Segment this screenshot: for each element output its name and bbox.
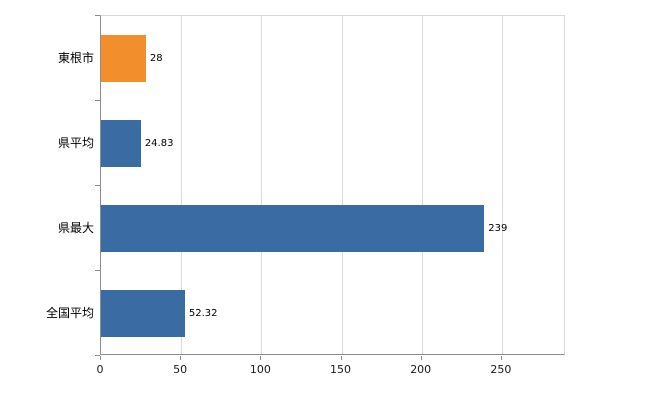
y-axis-tick <box>95 185 100 186</box>
x-axis-tick <box>340 356 342 360</box>
gridline <box>501 16 503 354</box>
bar-value-label: 28 <box>149 52 163 64</box>
x-axis-tick-label: 250 <box>490 363 512 376</box>
x-axis-tick <box>260 356 262 360</box>
x-axis-tick <box>180 356 182 360</box>
x-axis-tick-label: 100 <box>249 363 271 376</box>
plot-area: 28 24.83 239 52.32 <box>100 15 565 355</box>
y-axis-tick <box>95 355 100 356</box>
gridline <box>181 16 183 354</box>
bar-value-label: 52.32 <box>188 307 218 319</box>
gridline <box>341 16 343 354</box>
x-axis-tick-label: 0 <box>96 363 104 376</box>
category-label: 県平均 <box>57 135 94 150</box>
bar-value-label: 24.83 <box>144 137 174 149</box>
bar-県平均 <box>101 120 141 167</box>
bar-県最大 <box>101 205 485 252</box>
x-axis-tick <box>100 356 101 360</box>
bar-value-label: 239 <box>488 222 508 234</box>
bar-東根市 <box>101 35 146 82</box>
y-axis-tick <box>95 100 100 101</box>
x-axis-tick <box>420 356 422 360</box>
y-axis-tick <box>95 15 100 16</box>
category-label: 全国平均 <box>45 305 94 320</box>
gridline <box>421 16 423 354</box>
gridline <box>261 16 263 354</box>
x-axis-tick-label: 200 <box>410 363 432 376</box>
x-axis-tick-label: 150 <box>330 363 352 376</box>
bar-全国平均 <box>101 290 185 337</box>
x-axis-tick-label: 50 <box>173 363 188 376</box>
category-label: 県最大 <box>57 220 94 235</box>
x-axis-tick <box>500 356 502 360</box>
category-label: 東根市 <box>57 50 94 65</box>
y-axis-tick <box>95 270 100 271</box>
